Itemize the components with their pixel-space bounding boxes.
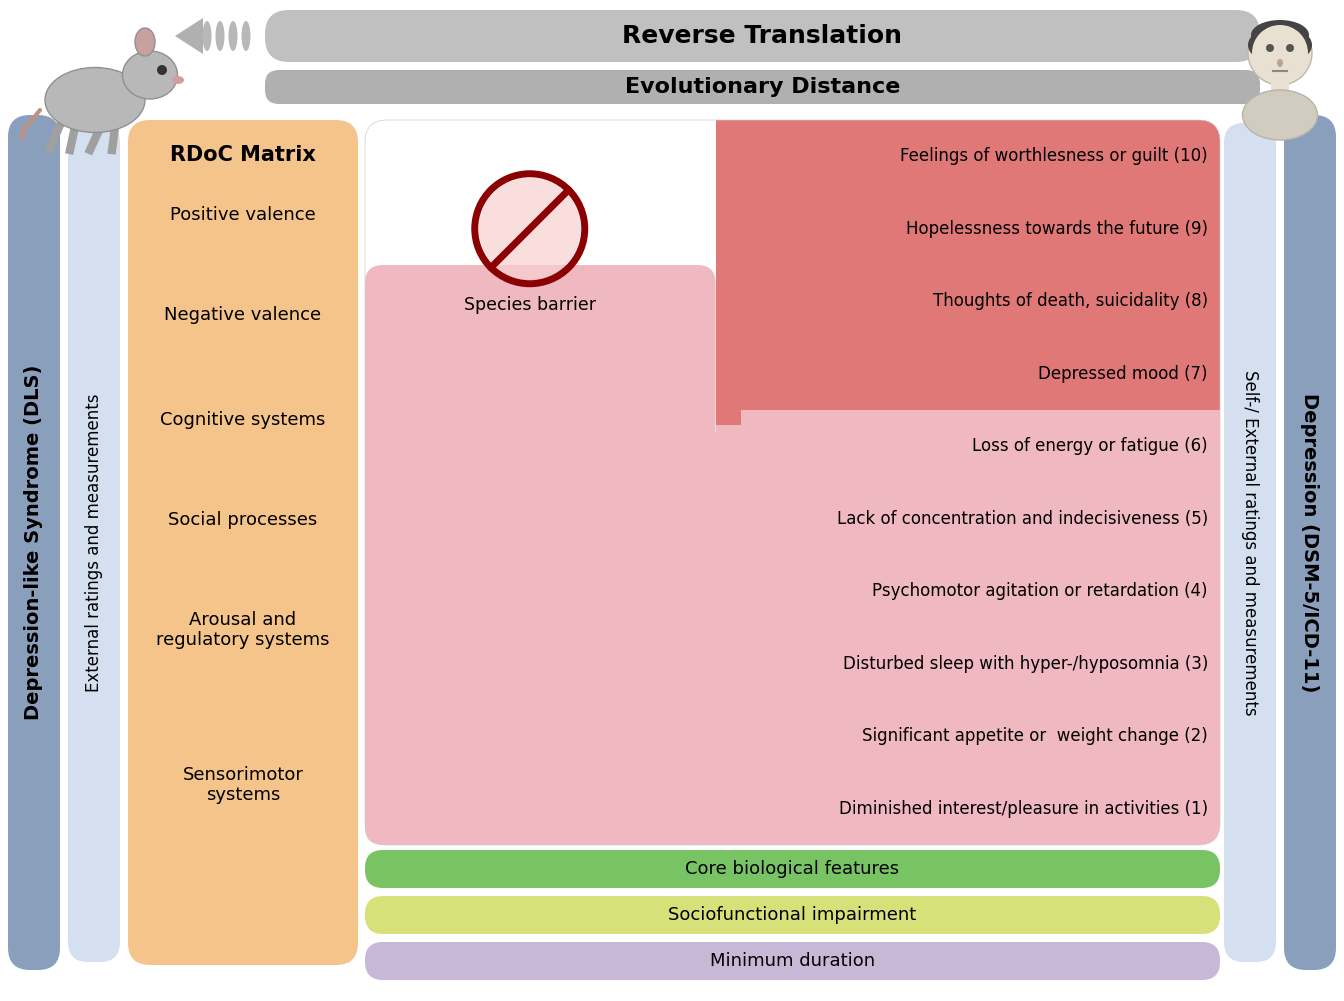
FancyBboxPatch shape [1284, 115, 1336, 970]
Ellipse shape [172, 76, 184, 84]
Ellipse shape [1242, 90, 1317, 140]
Text: Minimum duration: Minimum duration [710, 952, 875, 970]
Text: Sensorimotor
systems: Sensorimotor systems [183, 766, 304, 805]
Text: Social processes: Social processes [168, 511, 317, 529]
Text: Loss of energy or fatigue (6): Loss of energy or fatigue (6) [972, 437, 1208, 455]
Text: Sociofunctional impairment: Sociofunctional impairment [668, 906, 917, 924]
Text: RDoC Matrix: RDoC Matrix [171, 145, 316, 165]
Text: Significant appetite or  weight change (2): Significant appetite or weight change (2… [863, 728, 1208, 746]
FancyBboxPatch shape [265, 10, 1261, 62]
FancyBboxPatch shape [69, 123, 120, 962]
FancyBboxPatch shape [366, 120, 1220, 410]
FancyBboxPatch shape [128, 120, 358, 965]
Text: Depression-like Syndrome (DLS): Depression-like Syndrome (DLS) [24, 364, 43, 720]
Text: External ratings and measurements: External ratings and measurements [85, 393, 103, 692]
Circle shape [1286, 44, 1294, 52]
Ellipse shape [44, 67, 145, 132]
Circle shape [1286, 44, 1294, 52]
FancyBboxPatch shape [1271, 78, 1289, 97]
Text: Evolutionary Distance: Evolutionary Distance [625, 77, 900, 97]
Ellipse shape [1251, 20, 1309, 50]
Circle shape [157, 65, 167, 75]
Text: Species barrier: Species barrier [464, 295, 595, 313]
Ellipse shape [134, 28, 155, 56]
FancyBboxPatch shape [265, 70, 1261, 104]
Text: Negative valence: Negative valence [164, 306, 321, 324]
FancyBboxPatch shape [1224, 123, 1275, 962]
FancyBboxPatch shape [366, 120, 1220, 410]
Text: Reverse Translation: Reverse Translation [622, 24, 903, 48]
Text: Depressed mood (7): Depressed mood (7) [1039, 364, 1208, 382]
Bar [366, 388, 1220, 410]
Ellipse shape [203, 21, 211, 51]
Ellipse shape [242, 21, 250, 51]
Text: Positive valence: Positive valence [171, 206, 316, 224]
Polygon shape [175, 18, 203, 54]
Circle shape [1253, 25, 1308, 81]
Ellipse shape [1277, 59, 1284, 67]
Circle shape [478, 178, 581, 279]
Ellipse shape [1249, 26, 1312, 64]
Bar [366, 265, 741, 424]
Ellipse shape [228, 21, 238, 51]
Text: Thoughts of death, suicidality (8): Thoughts of death, suicidality (8) [933, 292, 1208, 310]
Text: Cognitive systems: Cognitive systems [160, 411, 325, 429]
Bar [366, 120, 715, 431]
Text: Disturbed sleep with hyper-/hyposomnia (3): Disturbed sleep with hyper-/hyposomnia (… [843, 655, 1208, 673]
Circle shape [1266, 44, 1274, 52]
Text: Hopelessness towards the future (9): Hopelessness towards the future (9) [906, 220, 1208, 238]
FancyBboxPatch shape [366, 120, 1220, 845]
Text: Arousal and
regulatory systems: Arousal and regulatory systems [156, 611, 329, 650]
Text: Lack of concentration and indecisiveness (5): Lack of concentration and indecisiveness… [837, 510, 1208, 528]
Text: Diminished interest/pleasure in activities (1): Diminished interest/pleasure in activiti… [839, 800, 1208, 818]
Ellipse shape [215, 21, 224, 51]
Bar [366, 236, 732, 381]
Circle shape [1266, 44, 1274, 52]
Ellipse shape [1277, 59, 1284, 67]
Bar [715, 337, 1220, 410]
FancyBboxPatch shape [366, 265, 715, 845]
Text: Psychomotor agitation or retardation (4): Psychomotor agitation or retardation (4) [872, 583, 1208, 601]
FancyBboxPatch shape [8, 115, 60, 970]
FancyBboxPatch shape [366, 896, 1220, 934]
Text: Feelings of worthlesness or guilt (10): Feelings of worthlesness or guilt (10) [900, 147, 1208, 165]
FancyBboxPatch shape [366, 942, 1220, 980]
Ellipse shape [122, 51, 177, 99]
Text: Depression (DSM-5/ICD-11): Depression (DSM-5/ICD-11) [1301, 392, 1320, 692]
Text: Self-/ External ratings and measurements: Self-/ External ratings and measurements [1241, 369, 1259, 716]
FancyBboxPatch shape [366, 850, 1220, 888]
Text: Core biological features: Core biological features [685, 860, 899, 878]
Circle shape [1249, 21, 1312, 85]
